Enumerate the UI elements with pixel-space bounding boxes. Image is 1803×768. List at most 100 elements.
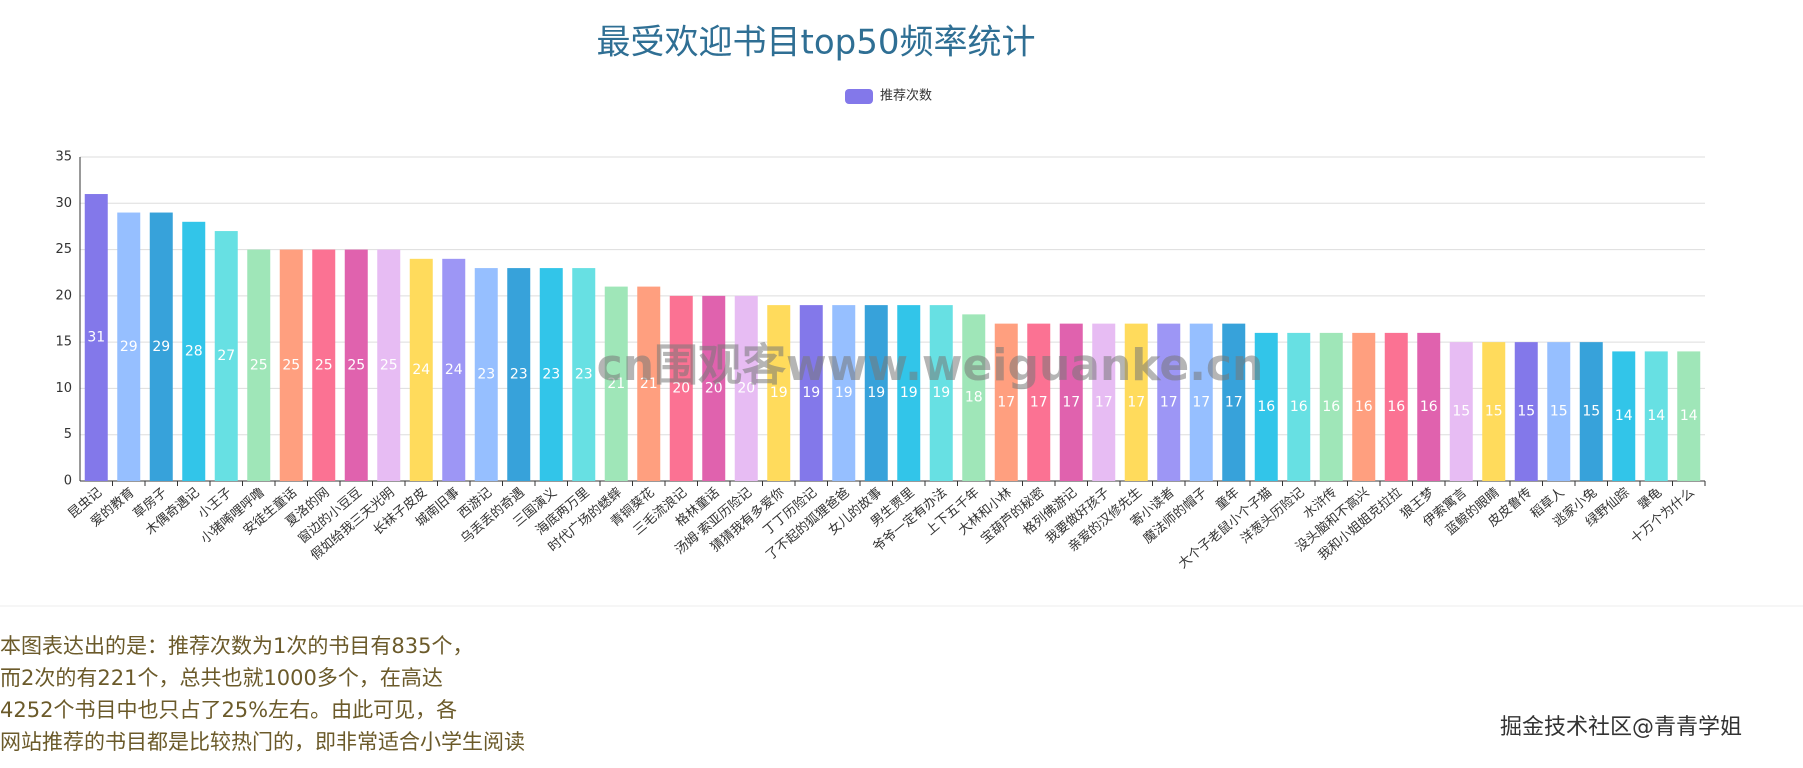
bar [474,268,498,481]
y-tick-label: 0 [64,474,72,489]
data-label: 17 [1160,394,1178,410]
data-label: 25 [347,357,365,373]
data-label: 17 [1127,394,1145,410]
bar [1644,351,1668,481]
data-label: 21 [640,376,658,392]
data-label: 17 [997,394,1015,410]
data-label: 17 [1225,394,1243,410]
data-label: 16 [1387,399,1405,415]
data-label: 17 [1062,394,1080,410]
bar [734,295,758,481]
y-tick-label: 35 [55,150,72,165]
y-tick-label: 5 [64,427,72,442]
data-label: 24 [445,362,463,378]
bar [962,314,986,481]
bar [1612,351,1636,481]
data-label: 19 [802,385,820,401]
watermark: cn围观客www.weiguanke.cn [597,340,1264,391]
data-label: 14 [1680,408,1698,424]
data-label: 23 [542,367,560,383]
data-label: 17 [1095,394,1113,410]
data-label: 19 [867,385,885,401]
bar [702,295,726,481]
data-label: 15 [1582,404,1600,420]
data-label: 18 [965,390,983,406]
bar [214,231,238,481]
data-label: 21 [607,376,625,392]
bar [1319,332,1343,481]
bar [1514,342,1538,481]
bar [1092,323,1116,481]
bar [312,249,336,481]
data-label: 19 [770,385,788,401]
y-tick-label: 15 [55,335,72,350]
data-label: 20 [705,380,723,396]
bar [149,212,173,482]
data-label: 25 [380,357,398,373]
bar [344,249,368,481]
data-label: 28 [185,343,203,359]
bar [1482,342,1506,481]
bar [1157,323,1181,481]
data-label: 16 [1322,399,1340,415]
data-label: 15 [1485,404,1503,420]
y-tick-label: 30 [55,196,72,211]
data-label: 19 [835,385,853,401]
data-label: 15 [1517,404,1535,420]
bar [507,268,531,481]
bar [1449,342,1473,481]
bar [1222,323,1246,481]
bar [1059,323,1083,481]
description-line: 而2次的有221个，总共也就1000多个，在高达 [0,666,443,690]
bar [897,305,921,481]
bar [1287,332,1311,481]
bar [1124,323,1148,481]
bar [182,221,206,482]
bar [279,249,303,481]
data-label: 27 [217,348,235,364]
bar [929,305,953,481]
data-label: 29 [120,339,138,355]
data-label: 19 [932,385,950,401]
data-label: 31 [87,330,105,346]
bar [799,305,823,481]
bar [1417,332,1441,481]
y-tick-label: 10 [55,381,72,396]
chart-title: 最受欢迎书目top50频率统计 [597,23,1036,63]
data-label: 20 [672,380,690,396]
bar [1352,332,1376,481]
bar [1677,351,1701,481]
bar [604,286,628,481]
bar [637,286,661,481]
description-line: 4252个书目中也只占了25%左右。由此可见，各 [0,698,457,722]
data-label: 15 [1550,404,1568,420]
data-label: 14 [1615,408,1633,424]
bar [864,305,888,481]
data-label: 17 [1030,394,1048,410]
data-label: 16 [1420,399,1438,415]
description-line: 网站推荐的书目都是比较热门的，即非常适合小学生阅读 [0,730,525,754]
y-tick-label: 20 [55,288,72,303]
data-label: 17 [1192,394,1210,410]
legend-label: 推荐次数 [880,88,932,104]
bar [572,268,596,481]
data-label: 15 [1452,404,1470,420]
data-label: 23 [575,367,593,383]
data-label: 14 [1647,408,1665,424]
legend-swatch [845,89,873,104]
data-label: 29 [152,339,170,355]
bar [1579,342,1603,481]
data-label: 23 [477,367,495,383]
data-label: 16 [1355,399,1373,415]
description-line: 本图表达出的是：推荐次数为1次的书目有835个， [0,634,473,658]
footer: 掘金技术社区@青青学姐 [1500,715,1742,740]
data-label: 25 [315,357,333,373]
bar [117,212,141,482]
bar [832,305,856,481]
data-label: 16 [1257,399,1275,415]
bar [409,258,433,481]
data-label: 16 [1290,399,1308,415]
data-label: 25 [250,357,268,373]
bar [1384,332,1408,481]
